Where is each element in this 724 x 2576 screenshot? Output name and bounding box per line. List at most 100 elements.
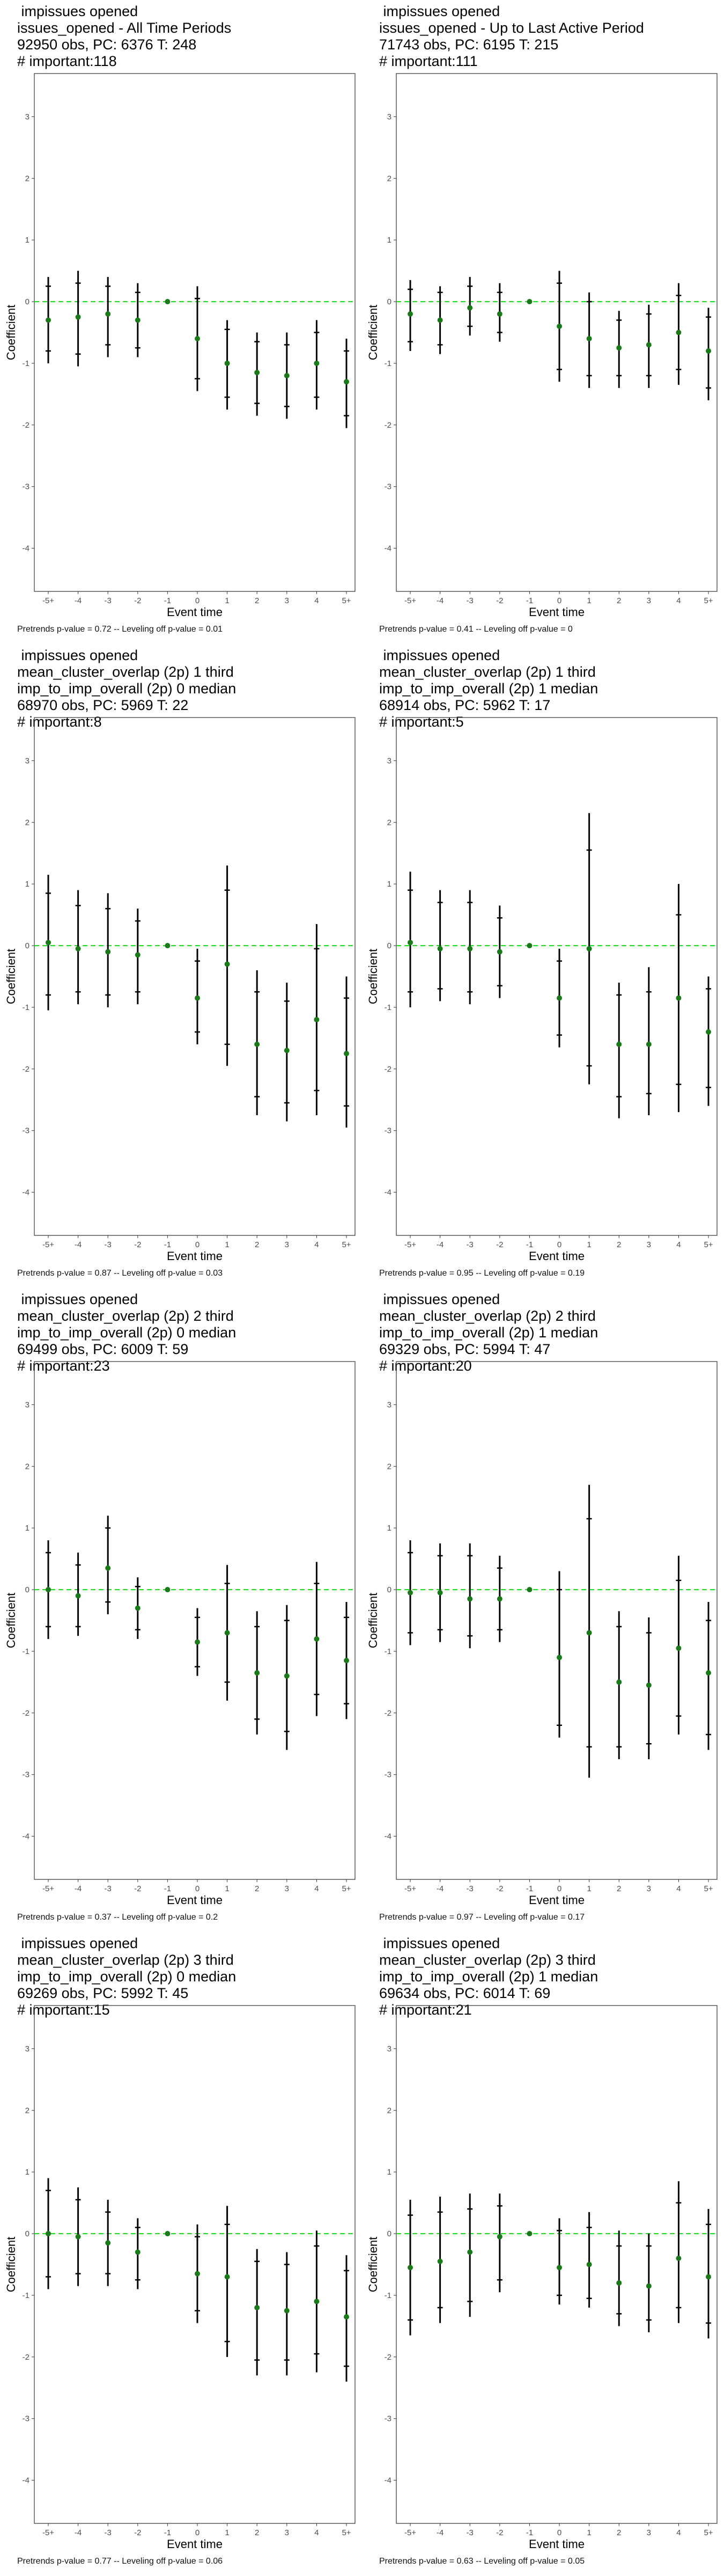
coefficient-point: [75, 2234, 81, 2240]
coefficient-point: [105, 949, 111, 955]
y-tick-label: -4: [385, 2476, 391, 2485]
coefficient-point: [224, 360, 230, 366]
coefficient-point: [135, 2249, 141, 2255]
pvalue-note: Pretrends p-value = 0.41 -- Leveling off…: [379, 625, 573, 634]
y-tick-label: -1: [23, 1647, 29, 1656]
x-tick-label: -2: [496, 1884, 503, 1893]
chart-panel: impissues opened mean_cluster_overlap (2…: [362, 1288, 724, 1932]
y-tick-label: -3: [23, 1126, 29, 1136]
coefficient-point: [224, 961, 230, 967]
x-tick-label: 1: [587, 1240, 591, 1249]
coefficient-point: [437, 1590, 443, 1596]
x-tick-label: -2: [496, 2528, 503, 2537]
x-tick-label: 5+: [704, 596, 713, 605]
x-tick-label: 0: [195, 596, 200, 605]
x-tick-label: 2: [617, 1884, 621, 1893]
coefficient-point: [437, 317, 443, 323]
coefficient-point: [314, 1016, 320, 1022]
coefficient-point: [646, 342, 652, 348]
x-tick-label: -4: [75, 596, 82, 605]
coefficient-point: [706, 2274, 711, 2280]
y-tick-label: -2: [385, 1709, 391, 1718]
x-tick-label: 1: [225, 1240, 229, 1249]
coefficient-point: [586, 946, 592, 952]
chart-title: impissues opened issues_opened - Up to L…: [379, 3, 644, 69]
x-tick-label: 3: [285, 1240, 289, 1249]
x-tick-label: -2: [496, 596, 503, 605]
y-tick-label: 1: [387, 236, 391, 245]
x-tick-label: 0: [557, 1884, 562, 1893]
coefficient-point: [467, 1596, 473, 1602]
chart-panel: impissues opened mean_cluster_overlap (2…: [0, 1288, 362, 1932]
x-tick-label: -3: [467, 596, 474, 605]
plot-canvas: -4 -3 -2 -1 0 1 2 3 -5+ -4 -3 -2 -1 0 1 2 3 4 5+ Event time…: [4, 2005, 356, 2551]
x-tick-label: 0: [195, 1240, 200, 1249]
chart-title: impissues opened mean_cluster_overlap (2…: [17, 1291, 237, 1374]
x-tick-label: 3: [647, 1884, 651, 1893]
coefficient-point: [497, 949, 503, 955]
y-tick-label: 3: [25, 112, 29, 121]
coefficient-point: [706, 348, 711, 354]
x-tick-label: -1: [164, 596, 171, 605]
y-tick-label: 0: [387, 1585, 391, 1594]
x-tick-label: -3: [105, 1884, 112, 1893]
coefficient-point: [408, 1590, 413, 1596]
y-tick-label: -4: [23, 2476, 29, 2485]
y-tick-label: -3: [23, 2414, 29, 2424]
y-tick-label: -1: [23, 1003, 29, 1012]
coefficient-point: [165, 943, 171, 949]
plot-frame: [34, 73, 356, 592]
coefficient-point: [616, 2280, 622, 2286]
coefficient-point: [646, 1682, 652, 1688]
x-tick-label: -5+: [404, 1240, 416, 1249]
x-tick-label: -2: [134, 596, 141, 605]
y-tick-label: 3: [387, 112, 391, 121]
y-tick-label: -4: [23, 1188, 29, 1197]
plot-frame: [396, 717, 718, 1236]
coefficient-point: [224, 1630, 230, 1636]
y-tick-label: 2: [387, 818, 391, 827]
plot-canvas: -4 -3 -2 -1 0 1 2 3 -5+ -4 -3 -2 -1 0 1 2 3 4 5+ Event time…: [366, 1361, 718, 1907]
x-tick-label: -4: [75, 2528, 82, 2537]
x-tick-label: 1: [587, 596, 591, 605]
y-tick-label: -3: [23, 482, 29, 492]
chart-panel: impissues opened mean_cluster_overlap (2…: [362, 1932, 724, 2576]
x-tick-label: -3: [105, 2528, 112, 2537]
coefficient-point: [586, 2262, 592, 2267]
x-tick-label: 4: [314, 596, 319, 605]
plot-frame: [396, 2005, 718, 2524]
chart-panel: impissues opened issues_opened - All Tim…: [0, 0, 362, 644]
coefficient-point: [646, 2283, 652, 2289]
y-axis-label: Coefficient: [4, 1593, 18, 1649]
y-tick-label: 1: [25, 236, 29, 245]
x-tick-label: -1: [164, 2528, 171, 2537]
coefficient-point: [284, 1048, 290, 1053]
coefficient-point: [467, 305, 473, 311]
y-tick-label: 2: [387, 1462, 391, 1471]
x-tick-label: 4: [676, 2528, 681, 2537]
coefficient-point: [467, 946, 473, 952]
x-tick-label: 5+: [342, 2528, 351, 2537]
y-tick-label: 0: [25, 1585, 29, 1594]
coefficient-point: [284, 372, 290, 378]
plot-canvas: -4 -3 -2 -1 0 1 2 3 -5+ -4 -3 -2 -1 0 1 2 3 4 5+ Event time…: [366, 2005, 718, 2551]
y-tick-label: -2: [23, 1065, 29, 1074]
plot-frame: [34, 1361, 356, 1880]
y-tick-label: 3: [25, 2044, 29, 2053]
pvalue-note: Pretrends p-value = 0.72 -- Leveling off…: [17, 625, 223, 634]
y-tick-label: 1: [25, 880, 29, 889]
y-tick-label: 0: [25, 2229, 29, 2238]
y-tick-label: -2: [385, 2353, 391, 2362]
x-tick-label: -1: [164, 1884, 171, 1893]
x-tick-label: -4: [437, 1884, 444, 1893]
y-tick-label: -3: [385, 1770, 391, 1780]
coefficient-point: [344, 1658, 349, 1664]
y-tick-label: -2: [385, 421, 391, 430]
plot-frame: [396, 1361, 718, 1880]
x-tick-label: -1: [526, 1884, 533, 1893]
chart-title: impissues opened mean_cluster_overlap (2…: [379, 1935, 599, 2018]
y-tick-label: -2: [23, 421, 29, 430]
coefficient-point: [195, 1639, 200, 1645]
y-axis-label: Coefficient: [366, 305, 380, 361]
